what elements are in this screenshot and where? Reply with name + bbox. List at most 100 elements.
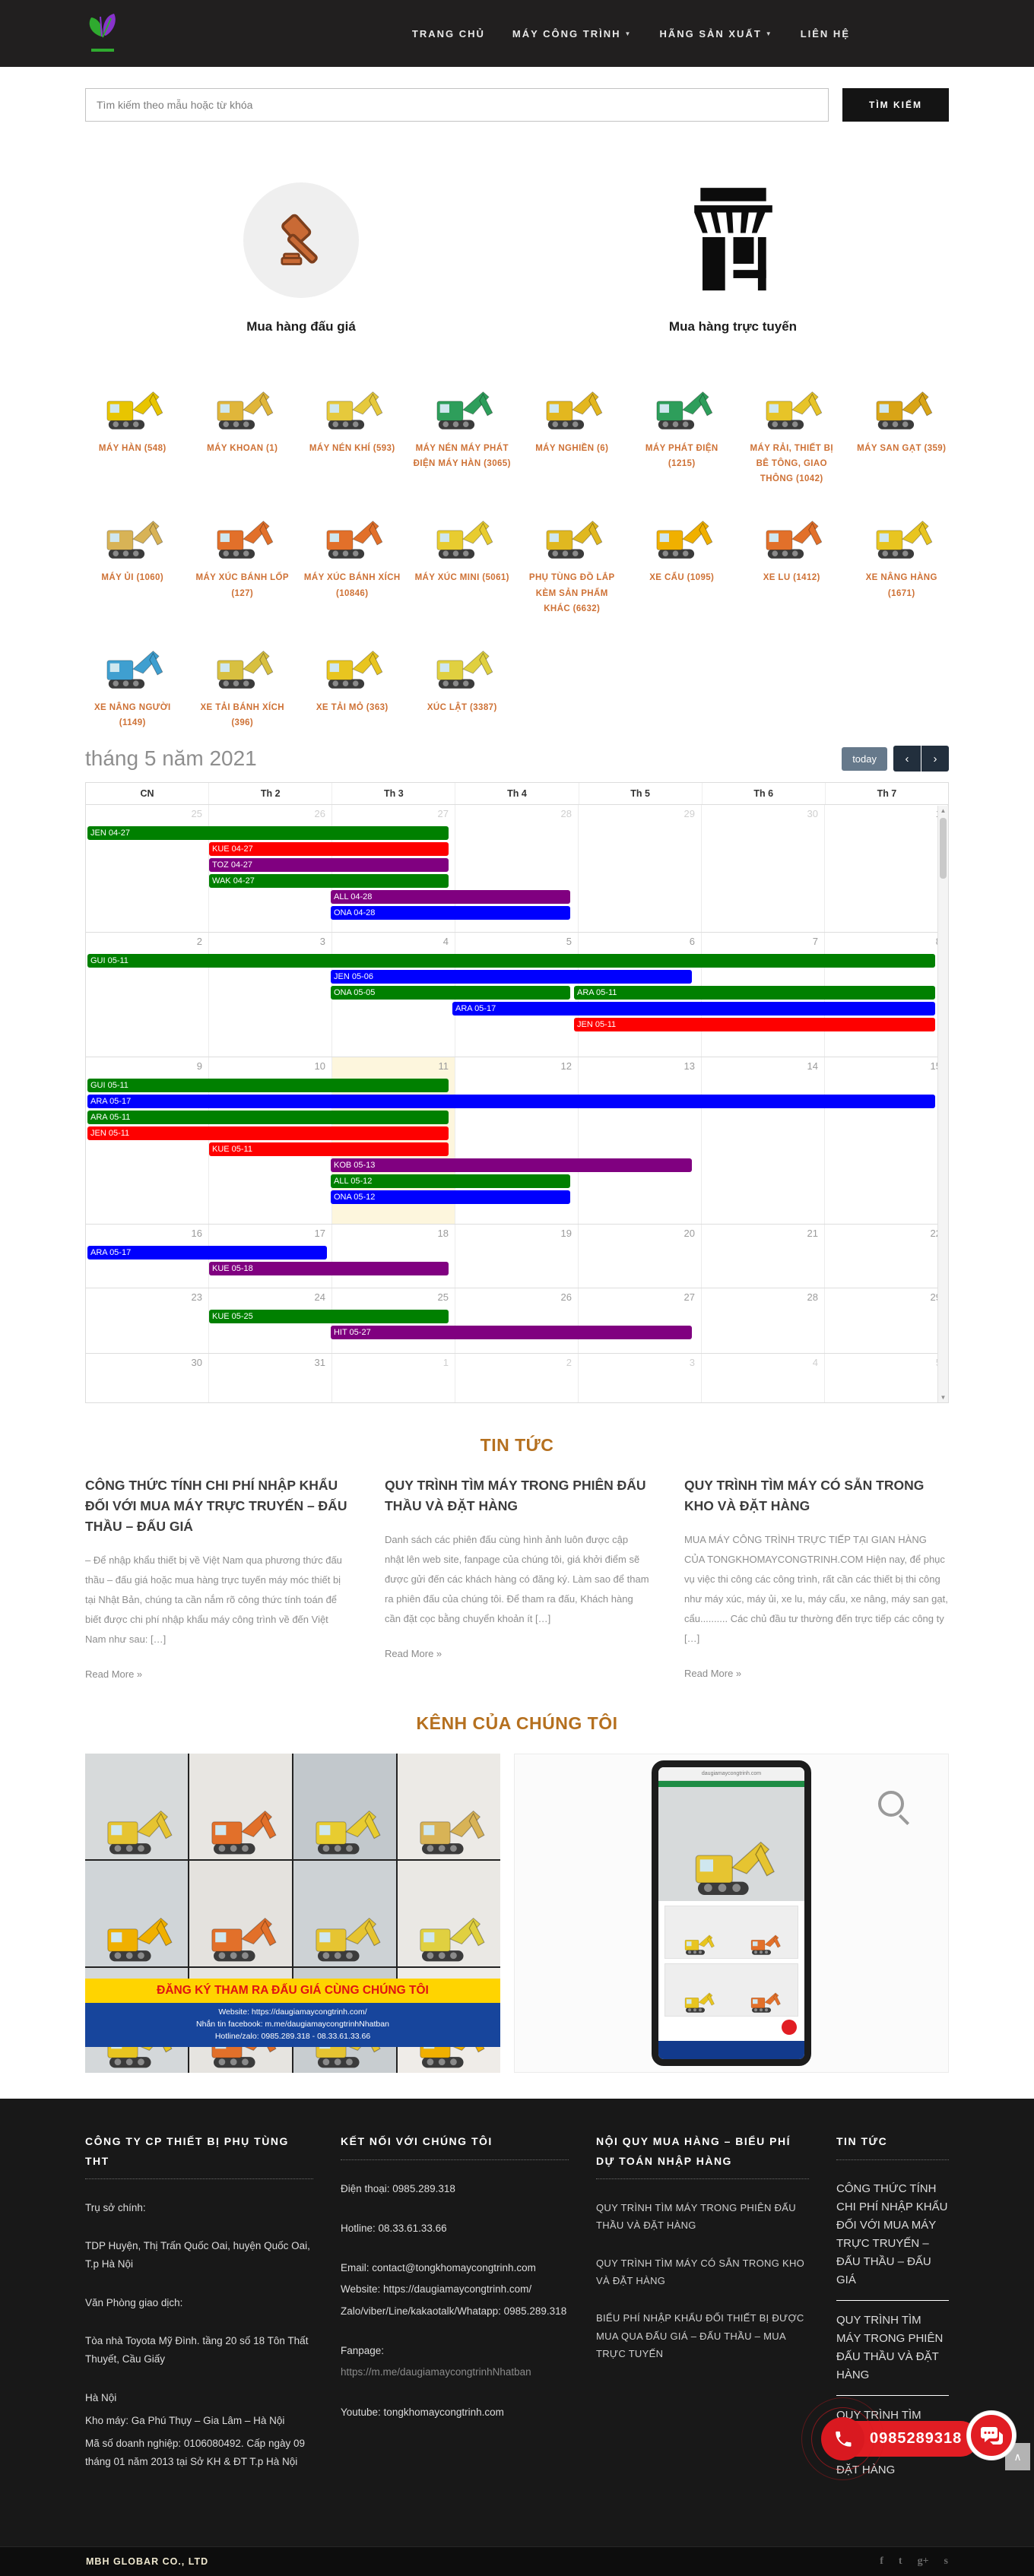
category-item[interactable]: MÁY HÀN (548) [84, 375, 182, 486]
calendar-event[interactable]: ARA 05-17 [87, 1095, 935, 1108]
google-plus-icon[interactable]: g+ [917, 2555, 929, 2567]
calendar-event[interactable]: GUI 05-11 [87, 954, 935, 968]
footer-rules-link[interactable]: QUY TRÌNH TÌM MÁY TRONG PHIÊN ĐẤU THẦU V… [596, 2201, 796, 2232]
calendar-day-cell[interactable]: 4 [702, 1354, 825, 1402]
category-item[interactable]: XE NÂNG NGƯỜI (1149) [84, 635, 182, 730]
calendar-day-cell[interactable]: 21 [702, 1225, 825, 1288]
calendar-event[interactable]: HIT 05-27 [330, 1326, 692, 1339]
calendar-day-cell[interactable]: 13 [579, 1057, 702, 1224]
category-item[interactable]: XÚC LẬT (3387) [414, 635, 512, 730]
footer-news-link[interactable]: QUY TRÌNH TÌM MÁY TRONG PHIÊN ĐẤU THẦU V… [836, 2311, 949, 2396]
calendar-event[interactable]: ALL 05-12 [330, 1174, 570, 1188]
calendar-day-cell[interactable]: 27 [332, 805, 455, 932]
article-title[interactable]: CÔNG THỨC TÍNH CHI PHÍ NHẬP KHẨU ĐỐI VỚI… [85, 1478, 347, 1535]
category-item[interactable]: MÁY XÚC MINI (5061) [414, 505, 512, 616]
category-item[interactable]: MÁY NÉN MÁY PHÁT ĐIỆN MÁY HÀN (3065) [414, 375, 512, 486]
calendar-day-cell[interactable]: 9 [86, 1057, 209, 1224]
category-item[interactable]: XE CẨU (1095) [633, 505, 731, 616]
category-item[interactable]: MÁY SAN GẠT (359) [853, 375, 951, 486]
calendar-day-cell[interactable]: 29 [579, 805, 702, 932]
facebook-icon[interactable]: f [880, 2555, 883, 2567]
footer-rules-link[interactable]: QUY TRÌNH TÌM MÁY CÓ SẴN TRONG KHO VÀ ĐẶ… [596, 2257, 805, 2286]
read-more-link[interactable]: Read More » [684, 1668, 742, 1680]
search-input[interactable] [85, 88, 829, 122]
nav-item-may-cong-trinh[interactable]: MÁY CÔNG TRÌNH ▼ [512, 28, 633, 40]
category-item[interactable]: MÁY PHÁT ĐIỆN (1215) [633, 375, 731, 486]
calendar-event[interactable]: ONA 04-28 [330, 906, 570, 920]
calendar-event[interactable]: JEN 05-11 [87, 1126, 449, 1140]
calendar-day-cell[interactable]: 19 [455, 1225, 579, 1288]
nav-item-lien-he[interactable]: LIÊN HỆ [801, 28, 850, 40]
calendar-scrollbar[interactable]: ▲ ▼ [937, 806, 948, 1402]
nav-item-trang-chu[interactable]: TRANG CHỦ [412, 28, 485, 40]
category-item[interactable]: MÁY ỦI (1060) [84, 505, 182, 616]
calendar-day-cell[interactable]: 30 [86, 1354, 209, 1402]
calendar-day-cell[interactable]: 27 [579, 1288, 702, 1353]
footer-rules-link[interactable]: BIỂU PHÍ NHẬP KHẨU ĐỐI THIẾT BỊ ĐƯỢC MUA… [596, 2312, 804, 2360]
calendar-event[interactable]: TOZ 04-27 [208, 858, 449, 872]
read-more-link[interactable]: Read More » [385, 1648, 442, 1660]
calendar-day-cell[interactable]: 28 [455, 805, 579, 932]
twitter-icon[interactable]: t [898, 2555, 902, 2567]
calendar-event[interactable]: ARA 05-11 [573, 986, 935, 1000]
footer-contact-line[interactable]: https://m.me/daugiamaycongtrinhNhatban [341, 2366, 531, 2378]
calendar-event[interactable]: JEN 05-11 [573, 1018, 935, 1031]
article-title[interactable]: QUY TRÌNH TÌM MÁY CÓ SẴN TRONG KHO VÀ ĐẶ… [684, 1478, 925, 1514]
calendar-day-cell[interactable]: 26 [455, 1288, 579, 1353]
article-title[interactable]: QUY TRÌNH TÌM MÁY TRONG PHIÊN ĐẤU THẦU V… [385, 1478, 646, 1514]
calendar-day-cell[interactable]: 2 [455, 1354, 579, 1402]
category-item[interactable]: MÁY XÚC BÁNH LỐP (127) [194, 505, 292, 616]
calendar-day-cell[interactable]: 31 [209, 1354, 332, 1402]
calendar-event[interactable]: JEN 05-06 [330, 970, 692, 984]
calendar-event[interactable]: ALL 04-28 [330, 890, 570, 904]
calendar-event[interactable]: KOB 05-13 [330, 1158, 692, 1172]
scrollbar-thumb[interactable] [940, 818, 947, 879]
calendar-day-cell[interactable]: 3 [579, 1354, 702, 1402]
calendar-day-cell[interactable]: 12 [455, 1057, 579, 1224]
calendar-event[interactable]: ARA 05-11 [87, 1111, 449, 1124]
online-option[interactable]: Mua hàng trực tuyến [517, 179, 949, 334]
next-month-button[interactable]: › [921, 746, 949, 772]
prev-month-button[interactable]: ‹ [893, 746, 921, 772]
calendar-day-cell[interactable]: 25 [86, 805, 209, 932]
calendar-day-cell[interactable]: 28 [702, 1288, 825, 1353]
footer-news-link[interactable]: CÔNG THỨC TÍNH CHI PHÍ NHẬP KHẨU ĐỐI VỚI… [836, 2180, 949, 2301]
calendar-event[interactable]: ARA 05-17 [87, 1246, 327, 1259]
category-item[interactable]: MÁY XÚC BÁNH XÍCH (10846) [303, 505, 401, 616]
calendar-event[interactable]: GUI 05-11 [87, 1079, 449, 1092]
category-item[interactable]: MÁY NÉN KHÍ (593) [303, 375, 401, 486]
phone-call-widget[interactable]: 0985289318 [801, 2397, 979, 2480]
site-logo[interactable] [85, 11, 120, 56]
calendar-day-cell[interactable]: 23 [86, 1288, 209, 1353]
calendar-day-cell[interactable]: 18 [332, 1225, 455, 1288]
category-item[interactable]: PHỤ TÙNG ĐỒ LẮP KÈM SẢN PHẨM KHÁC (6632) [523, 505, 621, 616]
calendar-event[interactable]: KUE 05-18 [208, 1262, 449, 1275]
category-item[interactable]: XE LU (1412) [743, 505, 841, 616]
scroll-down-icon[interactable]: ▼ [940, 1394, 947, 1401]
auction-option[interactable]: Mua hàng đấu giá [85, 179, 517, 334]
skype-icon[interactable]: s [944, 2555, 948, 2567]
calendar-event[interactable]: ARA 05-17 [452, 1002, 935, 1016]
today-button[interactable]: today [842, 746, 887, 771]
calendar-event[interactable]: KUE 05-25 [208, 1310, 449, 1323]
calendar-event[interactable]: WAK 04-27 [208, 874, 449, 888]
chat-button[interactable] [967, 2411, 1016, 2460]
channel-phone-screenshot[interactable]: daugiamaycongtrinh.com [514, 1754, 949, 2074]
calendar-day-cell[interactable]: 14 [702, 1057, 825, 1224]
calendar-day-cell[interactable]: 2 [86, 933, 209, 1057]
calendar-event[interactable]: JEN 04-27 [87, 826, 449, 840]
calendar-day-cell[interactable]: 25 [332, 1288, 455, 1353]
scroll-up-icon[interactable]: ▲ [940, 807, 947, 814]
category-item[interactable]: MÁY NGHIỀN (6) [523, 375, 621, 486]
channel-collage-image[interactable]: ĐĂNG KÝ THAM RA ĐẤU GIÁ CÙNG CHÚNG TÔI We… [85, 1754, 500, 2074]
category-item[interactable]: XE TẢI BÁNH XÍCH (396) [194, 635, 292, 730]
calendar-event[interactable]: KUE 04-27 [208, 842, 449, 856]
calendar-day-cell[interactable]: 20 [579, 1225, 702, 1288]
calendar-day-cell[interactable]: 17 [209, 1225, 332, 1288]
category-item[interactable]: MÁY KHOAN (1) [194, 375, 292, 486]
calendar-event[interactable]: ONA 05-12 [330, 1190, 570, 1204]
read-more-link[interactable]: Read More » [85, 1668, 143, 1681]
calendar-day-cell[interactable]: 10 [209, 1057, 332, 1224]
calendar-day-cell[interactable]: 5 [825, 1354, 948, 1402]
nav-item-hang-san-xuat[interactable]: HÃNG SẢN XUẤT ▼ [659, 28, 772, 40]
